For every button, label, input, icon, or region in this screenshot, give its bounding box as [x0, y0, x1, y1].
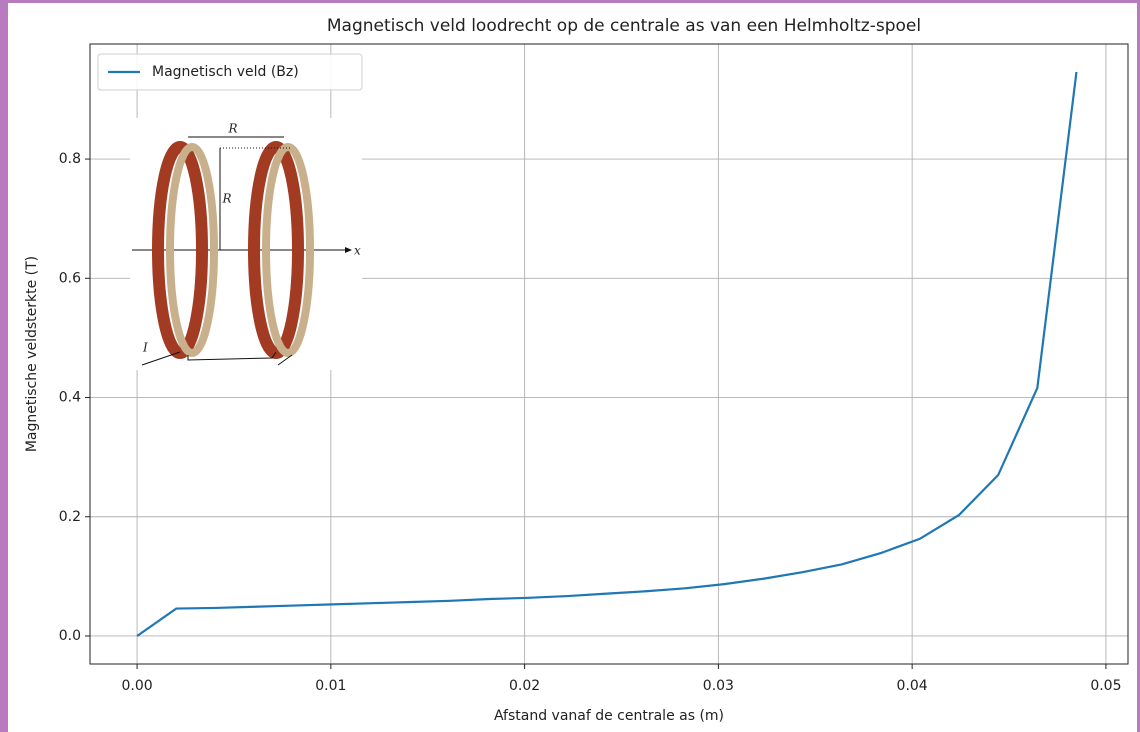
x-tick-label: 0.04: [897, 678, 928, 694]
y-tick-label: 0.4: [59, 390, 81, 406]
legend-label: Magnetisch veld (Bz): [152, 64, 299, 80]
inset-label: I: [142, 341, 148, 355]
inset-label: R: [227, 122, 237, 136]
y-tick-label: 0.0: [59, 628, 81, 644]
chart-title: Magnetisch veld loodrecht op de centrale…: [327, 16, 921, 36]
coil-ring: [166, 143, 218, 357]
grid: [90, 44, 1128, 664]
y-axis-label: Magnetische veldsterkte (T): [24, 256, 40, 452]
x-tick-label: 0.02: [509, 678, 540, 694]
x-tick-label: 0.00: [121, 678, 152, 694]
wire: [141, 351, 181, 366]
x-tick-label: 0.03: [703, 678, 734, 694]
coil-winding: [152, 141, 208, 359]
y-tick-label: 0.2: [59, 509, 81, 525]
coil-ring: [262, 143, 314, 357]
x-tick-label: 0.05: [1090, 678, 1121, 694]
wire: [187, 351, 277, 361]
plot-area: [136, 71, 1078, 637]
axes-frame: [89, 43, 1129, 665]
y-tick-label: 0.6: [59, 270, 81, 286]
legend-box: [97, 53, 363, 91]
data-line: [136, 71, 1078, 637]
y-tick-label: 0.8: [59, 151, 81, 167]
inset-label: x: [354, 244, 361, 258]
coil-winding: [248, 141, 304, 359]
coil-illustration: R R x I: [130, 118, 362, 370]
x-axis-label: Afstand vanaf de centrale as (m): [494, 708, 724, 724]
arrowhead: [345, 247, 352, 253]
inset-label: R: [221, 192, 231, 206]
wire: [277, 354, 293, 366]
x-tick-label: 0.01: [315, 678, 346, 694]
